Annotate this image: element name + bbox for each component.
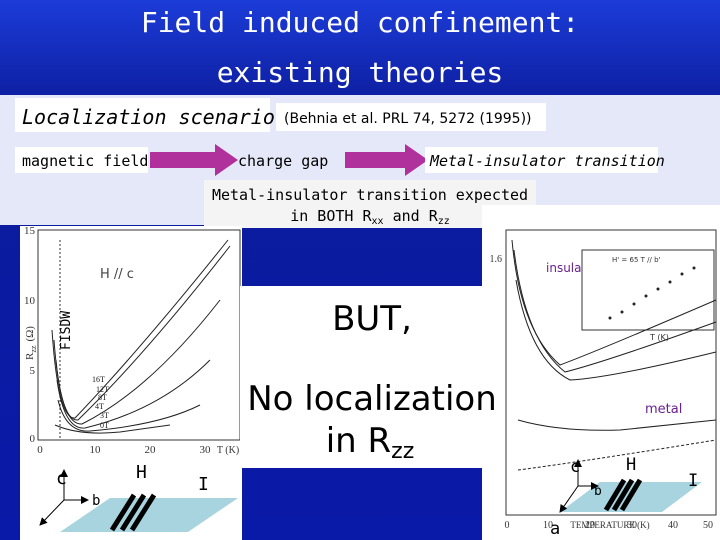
- curve: [56, 359, 211, 429]
- flow-box: [425, 147, 658, 173]
- text-part: and R: [384, 207, 439, 225]
- y-axis-label: Rzz (Ω): [24, 326, 38, 360]
- flow-step: magnetic field: [22, 152, 148, 170]
- subscript: xx: [372, 216, 384, 227]
- expectation-box: [204, 180, 536, 228]
- x-tick-label: 20: [585, 520, 595, 531]
- curve-label: 16T: [92, 375, 105, 384]
- text-part: in BOTH R: [290, 207, 372, 225]
- x-axis-label: T (K): [217, 445, 239, 456]
- curve: [54, 424, 171, 434]
- region-label: metal: [645, 402, 682, 417]
- x-tick-label: 40: [668, 520, 678, 531]
- curve: [517, 439, 717, 471]
- subscript: zz: [438, 216, 450, 227]
- axis-letter: I: [688, 471, 698, 491]
- text-part: in R: [326, 421, 391, 461]
- overlay-box: [240, 286, 500, 468]
- curve-label: 0T: [100, 421, 109, 430]
- scenario-label: Localization scenario: [22, 105, 275, 129]
- x-axis-label: TEMPERATURE (K): [570, 520, 649, 530]
- y-tick-label: 1.6: [490, 254, 503, 265]
- left-plot: 15 10 5 0 0 10 20 30 T (K) Rzz(Ω) FISDW …: [20, 225, 242, 540]
- x-tick-label: 30: [627, 520, 637, 531]
- axis-letter: c: [56, 468, 67, 489]
- y-tick-label: 0: [30, 433, 36, 445]
- flow-arrow: [150, 144, 238, 176]
- inset: [581, 249, 715, 331]
- axis-letter: a: [550, 519, 560, 539]
- flow-step: Metal-insulator transition: [429, 152, 665, 170]
- curve: [55, 299, 221, 425]
- curve-label: 12T: [96, 385, 109, 394]
- reference: (Behnia et al. PRL 74, 5272 (1995)): [284, 111, 532, 127]
- subscript: zz: [391, 439, 414, 464]
- x-tick-label: 20: [145, 444, 157, 456]
- expectation-line: Metal-insulator transition expected: [212, 186, 528, 204]
- y-tick-label: 15: [24, 225, 36, 237]
- flow-box: [15, 147, 148, 173]
- text-part: (Ω): [24, 326, 36, 342]
- curve: [517, 419, 717, 431]
- crystal: [60, 498, 238, 532]
- curve: [57, 399, 201, 432]
- title-line: Field induced confinement:: [141, 6, 579, 39]
- overlay-line: in Rzz: [326, 421, 415, 464]
- axis-letter: H: [136, 462, 147, 483]
- x-tick-label: 10: [90, 444, 102, 456]
- x-tick-label: 50: [703, 520, 713, 531]
- axis-letter: c: [570, 457, 580, 477]
- inset-x-label: T (K): [649, 333, 669, 342]
- axis-letter: H: [626, 455, 636, 475]
- text-part: R: [24, 352, 36, 360]
- y-tick-label: 10: [24, 295, 36, 307]
- curve-label: 8T: [98, 393, 107, 402]
- x-tick-label: 30: [200, 444, 212, 456]
- x-tick-label: 0: [37, 444, 43, 456]
- subscript: zz: [29, 345, 38, 353]
- axis-letter: b: [92, 493, 100, 509]
- inset-label: H' = 65 T // b': [612, 256, 661, 264]
- expectation-line: in BOTH Rxx and Rzz: [290, 207, 450, 227]
- phase-label: FISDW: [59, 311, 74, 350]
- axis-letter: b: [594, 484, 602, 499]
- x-tick-label: 0: [505, 520, 510, 531]
- axis-letter: I: [198, 474, 209, 495]
- scenario-box: [15, 98, 270, 132]
- curve: [511, 239, 717, 366]
- overlay-line: BUT,: [332, 299, 412, 339]
- flow-arrow: [345, 144, 428, 176]
- plot-frame: [505, 229, 717, 516]
- right-plot: 1.6 insulator metal H' = 65 T // b' T (K…: [482, 205, 720, 540]
- y-tick-label: 5: [30, 365, 36, 377]
- reference-box: [276, 103, 546, 131]
- curve-label: 4T: [95, 402, 104, 411]
- curve-label: 3T: [100, 411, 109, 420]
- curve: [515, 279, 717, 381]
- curve: [513, 249, 717, 373]
- x-tick-label: 10: [543, 520, 553, 531]
- title-line: existing theories: [217, 56, 504, 89]
- field-label: H // c: [100, 267, 134, 282]
- overlay-line: No localization: [247, 379, 497, 419]
- flow-step: charge gap: [238, 152, 328, 170]
